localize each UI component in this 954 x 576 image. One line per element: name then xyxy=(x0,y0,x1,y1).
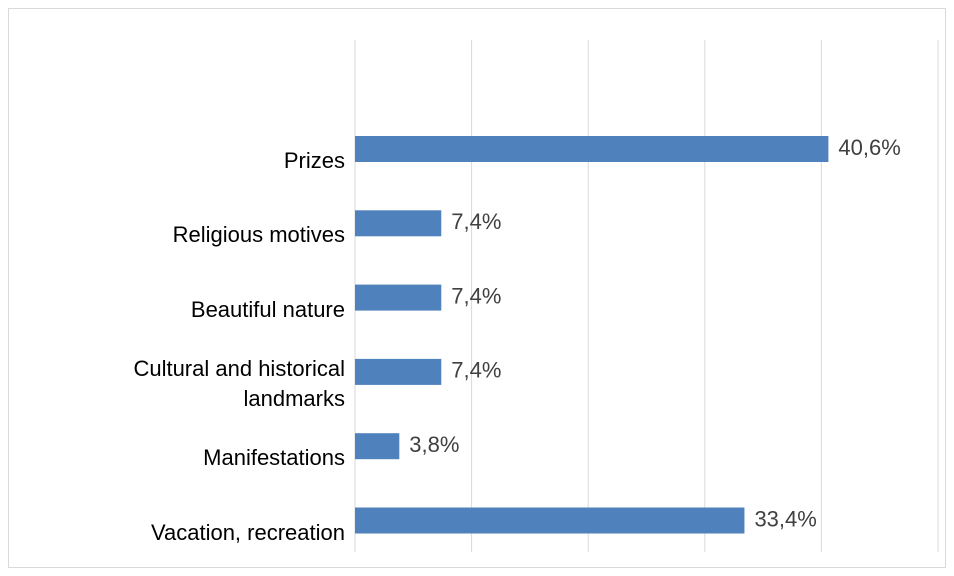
data-label: 7,4% xyxy=(451,358,501,383)
category-label: Vacation, recreation xyxy=(150,519,345,545)
bar xyxy=(355,210,442,237)
category-label: Manifestations xyxy=(203,445,345,471)
data-label: 7,4% xyxy=(451,209,501,234)
chart-border xyxy=(8,8,946,568)
category-label: Prizes xyxy=(283,148,345,173)
data-label: 40,6% xyxy=(838,135,900,160)
data-label: 33,4% xyxy=(754,506,816,531)
category-label: Religious motives xyxy=(172,222,345,248)
bar xyxy=(355,136,829,162)
data-label: 7,4% xyxy=(451,283,501,308)
bar xyxy=(355,433,400,460)
bar xyxy=(355,358,442,385)
bar xyxy=(355,284,442,311)
category-label: Beautiful nature xyxy=(190,296,345,322)
bar xyxy=(355,507,745,534)
category-label: Cultural and historical landmarks xyxy=(133,355,345,411)
data-label: 3,8% xyxy=(409,432,459,457)
